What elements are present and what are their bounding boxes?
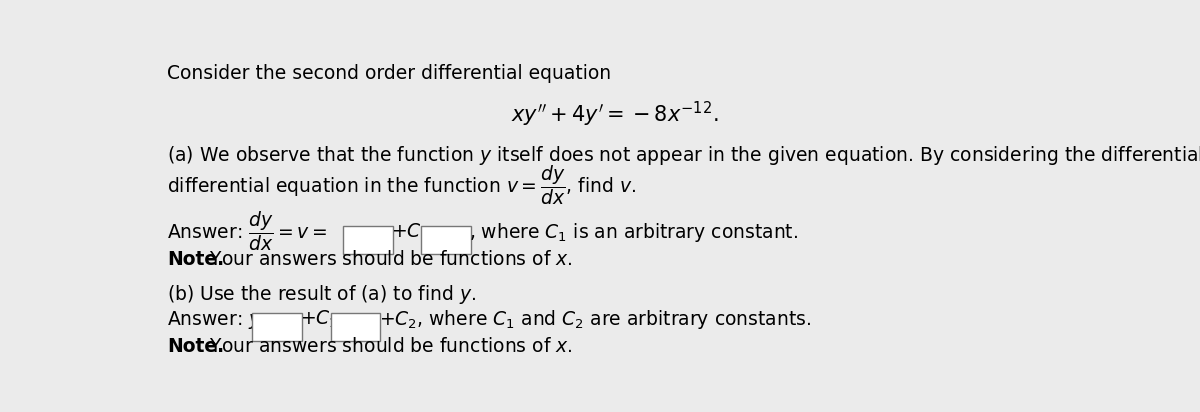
Text: $+C_1$: $+C_1$ (300, 309, 338, 330)
Text: Your answers should be functions of $x$.: Your answers should be functions of $x$. (204, 337, 572, 356)
Text: Your answers should be functions of $x$.: Your answers should be functions of $x$. (204, 250, 572, 269)
Text: $+C_1$: $+C_1$ (391, 222, 428, 243)
FancyBboxPatch shape (252, 313, 302, 341)
Text: (b) Use the result of (a) to find $y$.: (b) Use the result of (a) to find $y$. (167, 283, 476, 306)
Text: Consider the second order differential equation: Consider the second order differential e… (167, 64, 611, 83)
FancyBboxPatch shape (330, 313, 380, 341)
Text: Answer: $y = $: Answer: $y = $ (167, 309, 278, 331)
Text: Note.: Note. (167, 250, 224, 269)
Text: , where $C_1$ is an arbitrary constant.: , where $C_1$ is an arbitrary constant. (469, 221, 798, 244)
Text: Note.: Note. (167, 337, 224, 356)
FancyBboxPatch shape (343, 226, 392, 253)
Text: differential equation in the function $v = \dfrac{dy}{dx}$, find $v$.: differential equation in the function $v… (167, 163, 636, 207)
Text: (a) We observe that the function $y$ itself does not appear in the given equatio: (a) We observe that the function $y$ its… (167, 144, 1200, 167)
Text: Answer: $\dfrac{dy}{dx} = v = $: Answer: $\dfrac{dy}{dx} = v = $ (167, 209, 328, 253)
FancyBboxPatch shape (421, 226, 470, 253)
Text: $xy'' + 4y' = -8x^{-12}.$: $xy'' + 4y' = -8x^{-12}.$ (511, 100, 719, 129)
Text: $+C_2$, where $C_1$ and $C_2$ are arbitrary constants.: $+C_2$, where $C_1$ and $C_2$ are arbitr… (379, 308, 811, 331)
